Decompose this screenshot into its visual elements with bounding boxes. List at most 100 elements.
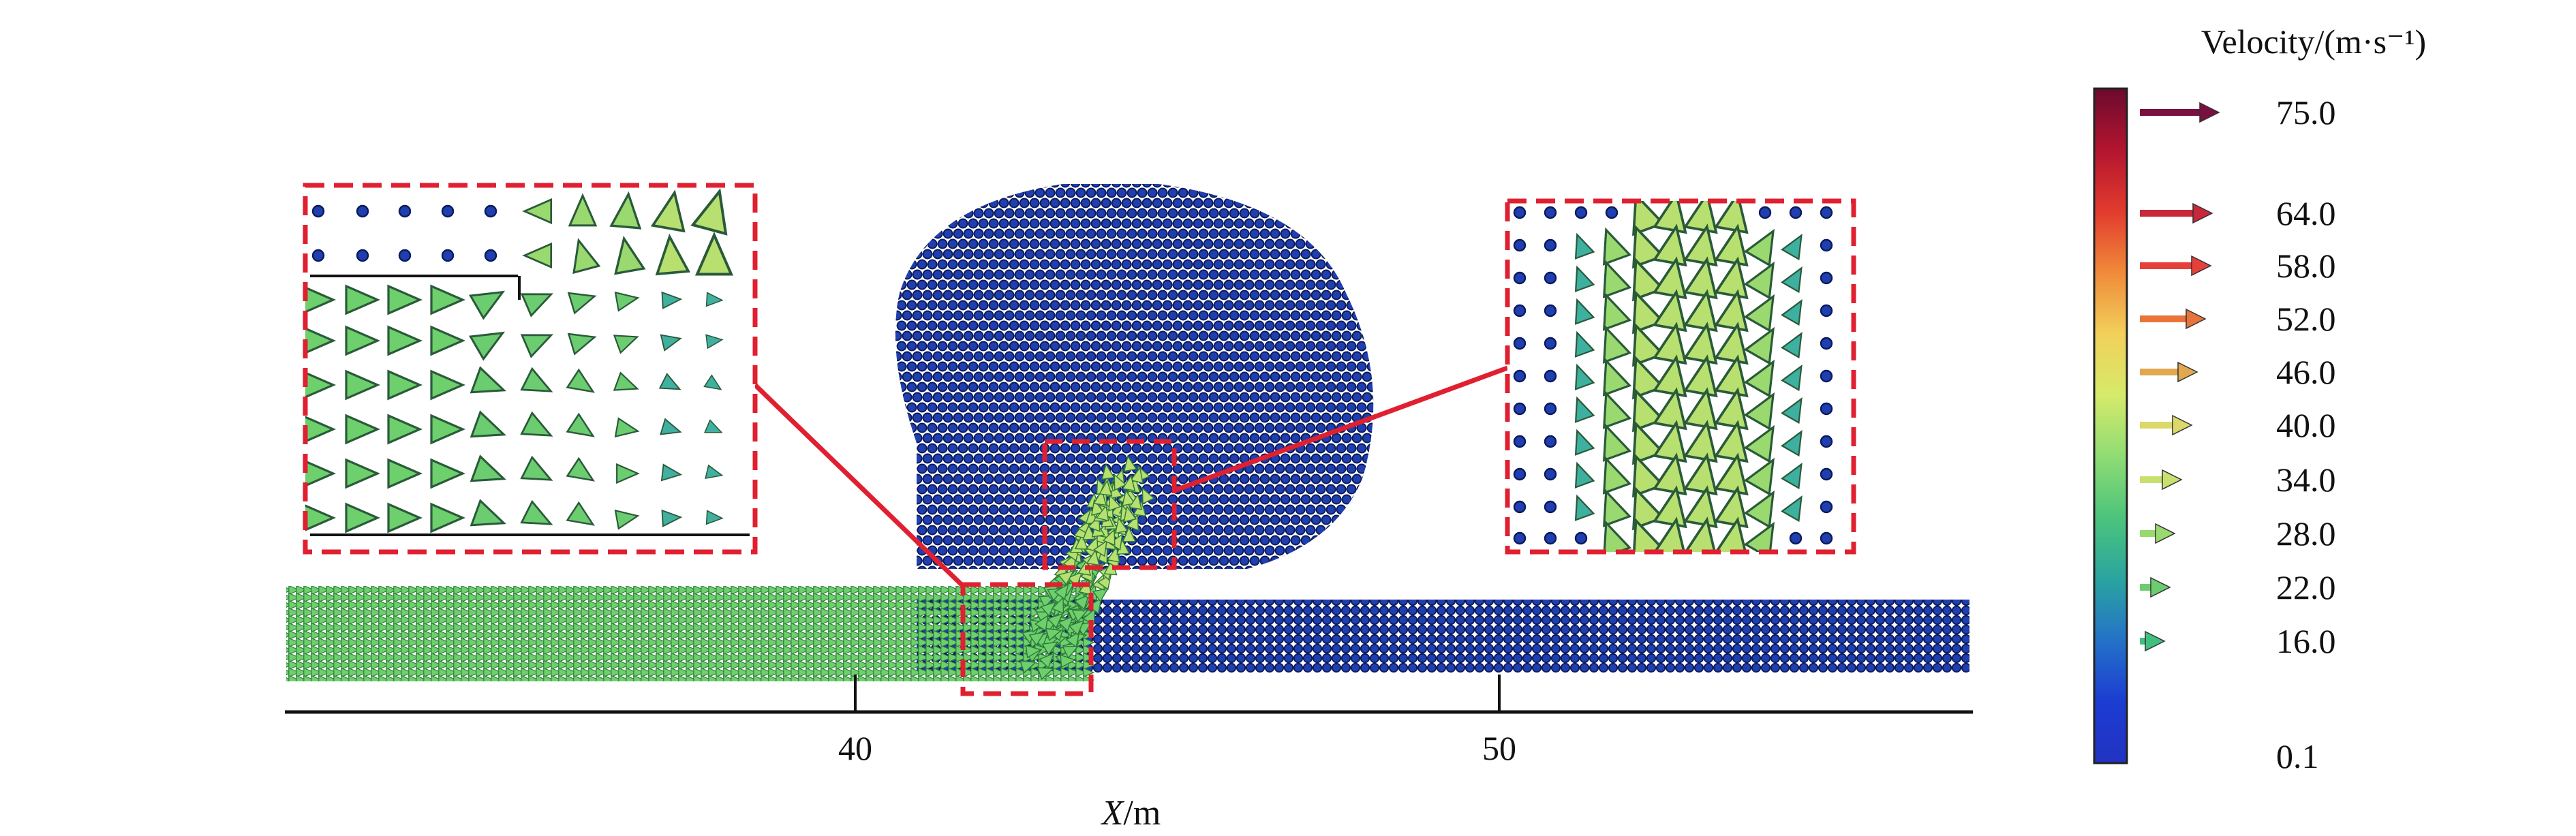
ground-particle xyxy=(1197,643,1208,654)
inset-left-arrow xyxy=(345,458,381,489)
dome-particle xyxy=(1193,198,1203,208)
ground-particle xyxy=(1722,643,1733,654)
ground-particle xyxy=(1293,624,1304,635)
jet-arrow xyxy=(693,622,705,633)
inset-right-particle xyxy=(1513,435,1527,448)
dome-particle xyxy=(1295,279,1306,290)
dome-particle xyxy=(1060,320,1071,331)
jet-arrow xyxy=(618,586,630,595)
jet-arrow xyxy=(498,645,510,655)
dome-particle xyxy=(1254,198,1265,208)
jet-arrow xyxy=(618,622,630,633)
ground-particle xyxy=(1398,634,1409,645)
dome-particle xyxy=(1029,382,1040,392)
dome-particle xyxy=(1014,474,1025,484)
inset-right-particle xyxy=(1544,467,1557,481)
jet-arrow xyxy=(903,600,915,610)
dome-particle xyxy=(1188,187,1199,198)
dome-particle xyxy=(1152,525,1163,536)
jet-arrow xyxy=(558,630,570,640)
dome-particle xyxy=(1131,382,1142,392)
ground-particle xyxy=(1102,653,1113,664)
dome-particle xyxy=(973,555,984,566)
dome-particle xyxy=(1388,342,1397,351)
inset-right-arrow xyxy=(1713,256,1749,300)
jet-arrow xyxy=(333,667,346,678)
colorbar-arrow-head xyxy=(2145,630,2166,652)
dome-particle xyxy=(1055,392,1066,403)
plume-arrow xyxy=(1114,473,1127,491)
jet-arrow xyxy=(611,652,623,663)
ground-particle xyxy=(1598,624,1609,635)
jet-arrow xyxy=(933,607,945,618)
dome-particle xyxy=(1280,535,1291,546)
ground-particle xyxy=(1369,624,1380,635)
jet-arrow xyxy=(296,600,308,610)
plume-arrow xyxy=(1037,667,1054,681)
dome-particle xyxy=(1239,208,1250,219)
dome-particle xyxy=(906,300,917,311)
ground-particle xyxy=(1131,634,1141,645)
ground-particle xyxy=(1407,662,1418,673)
dome-particle xyxy=(1086,351,1097,362)
jet-arrow xyxy=(633,592,645,603)
dome-particle xyxy=(1259,392,1270,403)
dome-particle xyxy=(1208,330,1219,341)
ground-particle xyxy=(1302,605,1313,616)
colorbar-tick-label: 28.0 xyxy=(2276,514,2336,553)
dome-particle xyxy=(1014,555,1025,566)
dome-particle xyxy=(1065,494,1076,505)
ground-particle xyxy=(1111,662,1122,673)
jet-arrow xyxy=(356,630,368,640)
dome-particle xyxy=(895,310,902,321)
dome-particle xyxy=(1356,484,1367,495)
dome-particle xyxy=(968,259,979,270)
dome-particle xyxy=(1259,351,1270,362)
inset-right-arrow xyxy=(1743,294,1775,332)
ground-particle xyxy=(1102,624,1113,635)
ground-particle xyxy=(1961,605,1969,616)
dome-particle xyxy=(1383,209,1392,218)
dome-particle xyxy=(896,402,907,413)
ground-particle xyxy=(1922,615,1933,625)
dome-particle xyxy=(1162,402,1173,413)
dome-particle xyxy=(1126,187,1137,198)
dome-particle xyxy=(902,228,913,239)
dome-particle xyxy=(1111,361,1122,372)
dome-particle xyxy=(1229,433,1240,444)
dome-particle xyxy=(1080,184,1091,188)
inset-right-arrow xyxy=(1574,494,1595,521)
dome-particle xyxy=(1111,422,1122,433)
ground-particle xyxy=(1608,600,1619,606)
dome-particle xyxy=(906,545,917,556)
dome-particle xyxy=(1378,219,1387,228)
dome-particle xyxy=(1070,259,1081,270)
dome-particle xyxy=(1264,279,1275,290)
ground-particle xyxy=(1474,615,1485,625)
dome-particle xyxy=(1157,249,1168,260)
ground-particle xyxy=(1350,615,1361,625)
dome-particle xyxy=(1193,238,1203,249)
inset-left-arrow xyxy=(387,458,423,489)
dome-particle xyxy=(1351,535,1362,546)
dome-particle xyxy=(1285,218,1295,229)
jet-arrow xyxy=(573,586,585,595)
ground-particle xyxy=(1913,662,1924,673)
dome-particle xyxy=(1116,412,1127,423)
dome-particle xyxy=(1300,474,1311,484)
dome-particle xyxy=(1182,443,1193,454)
dome-particle xyxy=(953,290,964,300)
plume-arrow xyxy=(1114,516,1129,534)
ground-particle xyxy=(1703,653,1714,664)
dome-particle xyxy=(1203,341,1214,352)
ground-particle xyxy=(1169,624,1180,635)
ground-particle xyxy=(1321,662,1332,673)
dome-particle xyxy=(1300,494,1311,505)
jet-arrow xyxy=(925,615,938,625)
dome-particle xyxy=(978,320,989,331)
jet-arrow xyxy=(513,667,525,678)
jet-arrow xyxy=(933,615,945,625)
jet-arrow xyxy=(521,660,533,670)
dome-particle xyxy=(895,371,902,382)
dome-particle xyxy=(922,351,933,362)
